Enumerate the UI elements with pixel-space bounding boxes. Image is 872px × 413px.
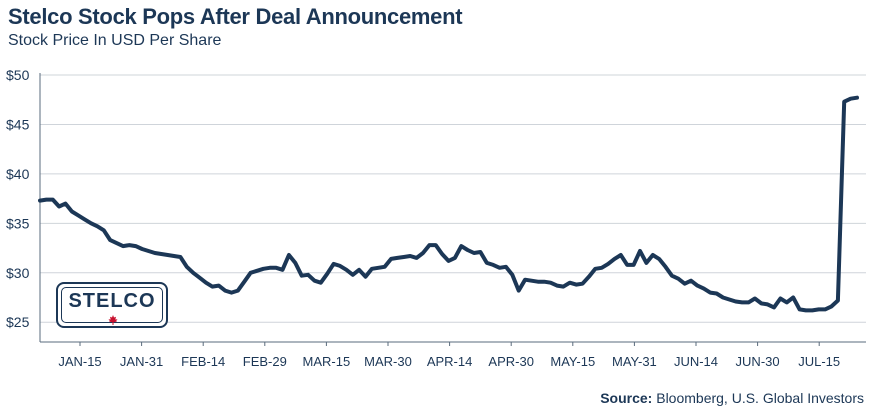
x-tick-label: APR-14: [427, 354, 473, 369]
chart-subtitle: Stock Price In USD Per Share: [8, 32, 222, 49]
gridlines: [40, 74, 866, 323]
price-series-line: [38, 95, 859, 313]
y-tick-label: $50: [6, 67, 30, 83]
x-tick-label: MAY-15: [550, 354, 595, 369]
y-tick-label: $40: [6, 166, 30, 182]
x-tick-label: JAN-31: [120, 354, 163, 369]
logo-inner-border: [61, 287, 163, 323]
chart-title: Stelco Stock Pops After Deal Announcemen…: [8, 4, 463, 29]
x-tick-label: JUN-14: [674, 354, 718, 369]
x-tick-label: FEB-29: [243, 354, 287, 369]
x-tick-label: APR-30: [488, 354, 534, 369]
x-tick-label: MAY-31: [612, 354, 657, 369]
x-axis: JAN-15 JAN-31 FEB-14 FEB-29 MAR-15 MAR-30 APR-…: [40, 341, 866, 369]
y-tick-label: $25: [6, 314, 30, 330]
y-tick-label: $30: [6, 265, 30, 281]
x-tick-label: FEB-14: [181, 354, 225, 369]
y-tick-label: $45: [6, 116, 30, 132]
x-tick-label: JAN-15: [58, 354, 101, 369]
x-tick-label: MAR-15: [303, 354, 351, 369]
x-tick-label: MAR-30: [364, 354, 412, 369]
x-tick-label: JUN-30: [736, 354, 780, 369]
y-axis: $25 $30 $35 $40 $45 $50: [6, 67, 41, 342]
y-tick-label: $35: [6, 215, 30, 231]
source-text: Bloomberg, U.S. Global Investors: [652, 390, 864, 406]
stelco-logo: STELCO: [56, 282, 168, 328]
logo-text: STELCO: [68, 290, 156, 312]
source-note: Source: Bloomberg, U.S. Global Investors: [600, 390, 864, 406]
x-tick-label: JUL-15: [798, 354, 840, 369]
source-label: Source:: [600, 390, 653, 406]
maple-leaf-icon: [108, 315, 118, 325]
